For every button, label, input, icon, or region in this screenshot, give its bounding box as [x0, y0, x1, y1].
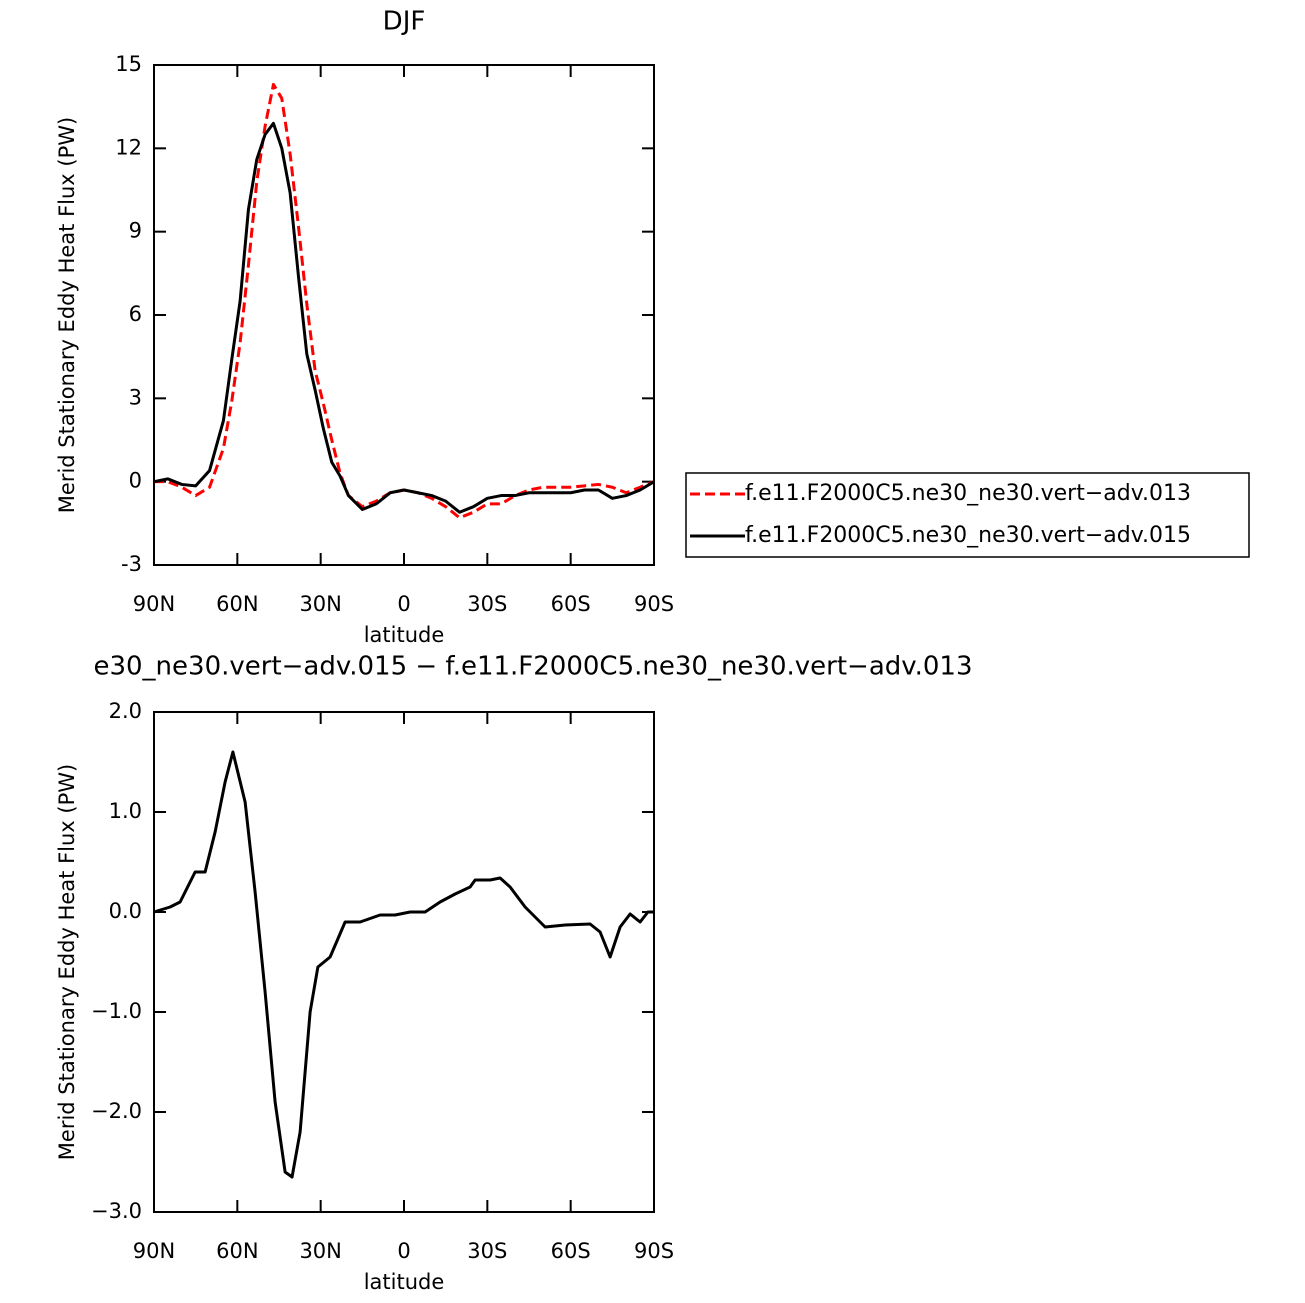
x-tick-label: 90S: [634, 592, 674, 616]
chart-title: DJF: [383, 7, 426, 37]
y-tick-label: −2.0: [91, 1099, 142, 1123]
x-tick-label: 0: [397, 1239, 410, 1263]
plot-frame: [153, 64, 655, 566]
x-tick-label: 60N: [216, 592, 258, 616]
y-tick-label: −1.0: [91, 999, 142, 1023]
y-tick-label: 0: [129, 469, 142, 493]
y-tick-label: 0.0: [109, 899, 142, 923]
x-tick-label: 30S: [467, 1239, 507, 1263]
data-line: [154, 82, 655, 520]
x-axis-label: latitude: [364, 1270, 445, 1294]
x-tick-label: 60S: [551, 592, 591, 616]
x-axis-label: latitude: [364, 623, 445, 647]
x-tick-label: 60N: [216, 1239, 258, 1263]
y-tick-label: −3.0: [91, 1199, 142, 1223]
data-line: [153, 750, 654, 1179]
legend-label: f.e11.F2000C5.ne30_ne30.vert−adv.015: [745, 523, 1191, 548]
chart-title: e30_ne30.vert−adv.015 − f.e11.F2000C5.ne…: [93, 652, 972, 682]
y-tick-label: 6: [129, 302, 142, 326]
legend-label: f.e11.F2000C5.ne30_ne30.vert−adv.013: [745, 481, 1191, 506]
y-tick-label: 15: [115, 52, 142, 76]
x-tick-label: 30N: [299, 592, 341, 616]
y-tick-label: 1.0: [109, 799, 142, 823]
y-axis-label: Merid Stationary Eddy Heat Flux (PW): [55, 117, 79, 513]
y-tick-label: 3: [129, 385, 142, 409]
x-tick-label: 90N: [133, 1239, 175, 1263]
x-tick-label: 0: [397, 592, 410, 616]
y-tick-label: 2.0: [109, 699, 142, 723]
y-axis-label: Merid Stationary Eddy Heat Flux (PW): [55, 764, 79, 1160]
x-tick-label: 30N: [299, 1239, 341, 1263]
y-tick-label: -3: [121, 552, 142, 576]
legend-box: [685, 472, 1250, 558]
y-tick-label: 9: [129, 219, 142, 243]
x-tick-label: 60S: [551, 1239, 591, 1263]
x-tick-label: 90S: [634, 1239, 674, 1263]
data-line: [153, 121, 655, 514]
y-tick-label: 12: [115, 135, 142, 159]
x-tick-label: 90N: [133, 592, 175, 616]
plot-frame: [153, 711, 655, 1213]
x-tick-label: 30S: [467, 592, 507, 616]
